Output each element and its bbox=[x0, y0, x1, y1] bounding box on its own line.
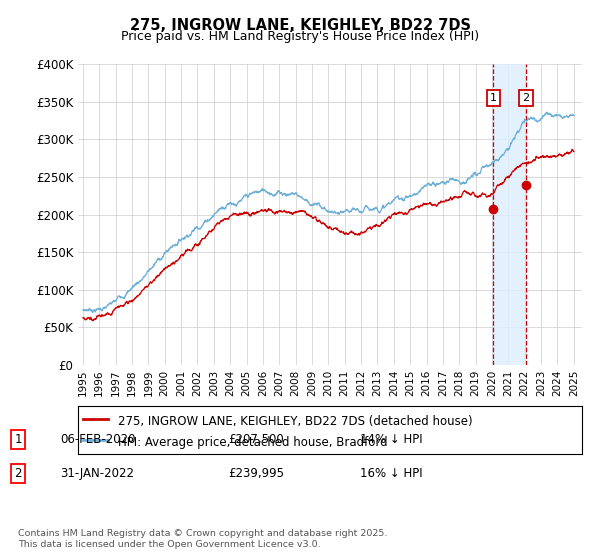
Text: HPI: Average price, detached house, Bradford: HPI: Average price, detached house, Brad… bbox=[118, 436, 388, 449]
Text: 06-FEB-2020: 06-FEB-2020 bbox=[60, 433, 136, 446]
Text: £239,995: £239,995 bbox=[228, 466, 284, 480]
Text: 16% ↓ HPI: 16% ↓ HPI bbox=[360, 466, 422, 480]
Text: 2: 2 bbox=[523, 93, 530, 103]
Text: 2: 2 bbox=[14, 466, 22, 480]
Text: Contains HM Land Registry data © Crown copyright and database right 2025.
This d: Contains HM Land Registry data © Crown c… bbox=[18, 529, 388, 549]
Text: Price paid vs. HM Land Registry's House Price Index (HPI): Price paid vs. HM Land Registry's House … bbox=[121, 30, 479, 43]
Text: 275, INGROW LANE, KEIGHLEY, BD22 7DS: 275, INGROW LANE, KEIGHLEY, BD22 7DS bbox=[130, 18, 470, 32]
Text: 31-JAN-2022: 31-JAN-2022 bbox=[60, 466, 134, 480]
Text: 1: 1 bbox=[14, 433, 22, 446]
Text: £207,500: £207,500 bbox=[228, 433, 284, 446]
Text: 1: 1 bbox=[490, 93, 497, 103]
Text: 275, INGROW LANE, KEIGHLEY, BD22 7DS (detached house): 275, INGROW LANE, KEIGHLEY, BD22 7DS (de… bbox=[118, 415, 473, 428]
Bar bbox=[493, 64, 526, 365]
Text: 14% ↓ HPI: 14% ↓ HPI bbox=[360, 433, 422, 446]
